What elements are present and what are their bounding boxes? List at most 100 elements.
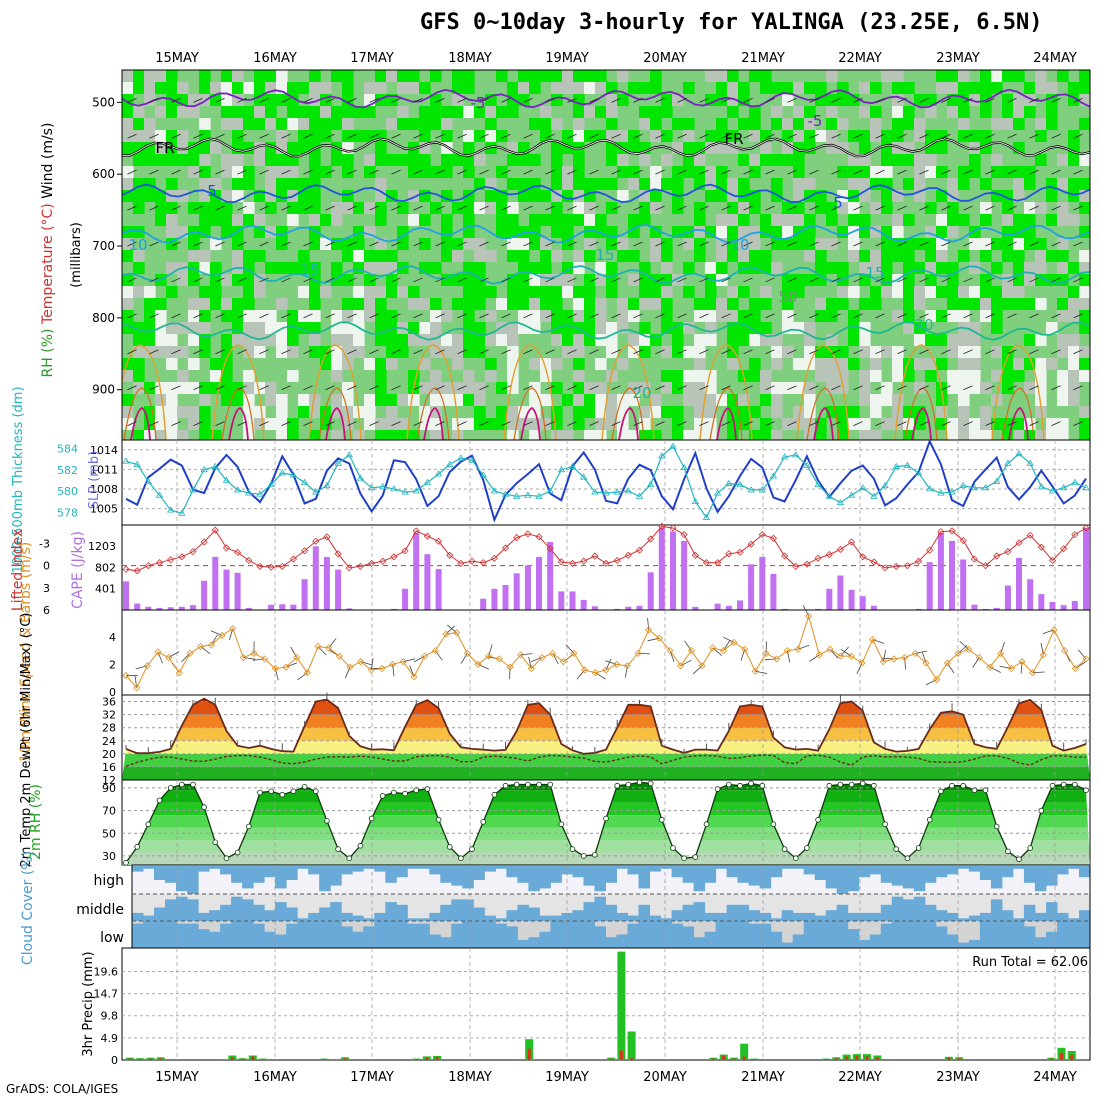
rh-cell <box>1002 298 1014 310</box>
wind-barb <box>897 169 907 175</box>
magenta-contour <box>1008 407 1029 440</box>
wind-barb <box>941 277 951 283</box>
rh-cell <box>540 286 552 298</box>
cloud-bar-high <box>176 866 188 892</box>
rh-cell <box>562 334 574 346</box>
rh-cell <box>661 154 673 166</box>
orange-contour <box>796 344 850 440</box>
wind-barb <box>633 349 643 355</box>
rh-cell <box>540 370 552 382</box>
rh-cell <box>298 286 310 298</box>
rh-cell <box>408 70 420 82</box>
cape-bar <box>625 606 632 610</box>
rh-cell <box>331 394 343 406</box>
rh-cell <box>804 250 816 262</box>
rh-marker <box>223 855 230 861</box>
wind-barb <box>545 133 555 139</box>
cloud-bar-high <box>143 866 155 869</box>
wind-barb <box>303 97 313 103</box>
rh-cell <box>595 298 607 310</box>
wind-barb-10m <box>528 656 532 669</box>
wind-barb <box>545 169 555 175</box>
wind-marker <box>442 630 450 638</box>
cloud-bar-high <box>858 866 871 878</box>
thickness-marker <box>635 492 644 499</box>
rh-cell <box>892 286 904 298</box>
rh-cell <box>969 226 981 238</box>
rh-cell <box>364 394 376 406</box>
rh-cell <box>419 142 431 154</box>
rh-cell <box>595 274 607 286</box>
rh-cell <box>144 94 156 106</box>
wind-barb <box>611 97 621 103</box>
wind-barb <box>523 205 533 211</box>
rh-marker <box>982 787 989 793</box>
rh-cell <box>705 334 717 346</box>
rh-cell <box>551 430 563 440</box>
cloud-bar-high <box>264 866 276 878</box>
thickness-marker <box>591 488 599 495</box>
wind-barb <box>457 349 467 355</box>
wind-barb <box>743 313 753 319</box>
rh-cell <box>672 322 684 334</box>
rh-cell <box>199 382 211 394</box>
rh-cell <box>617 310 629 322</box>
cloud-bar-middle <box>990 899 1003 921</box>
temp-line <box>125 697 1087 755</box>
rh-cell <box>496 130 508 142</box>
wind-marker <box>783 647 791 655</box>
wind-barb <box>611 205 621 211</box>
rh-cell <box>1013 178 1025 190</box>
rh-cell <box>298 202 310 214</box>
li-marker <box>803 560 811 568</box>
run-total-annotation: Run Total = 62.06 <box>972 955 1088 970</box>
wind-barb-10m <box>802 605 810 617</box>
rh-cell <box>496 382 508 394</box>
li-marker <box>647 535 655 543</box>
wind-barb <box>369 385 379 391</box>
rh-cell <box>958 382 970 394</box>
wind-marker <box>805 612 813 620</box>
li-marker <box>870 558 878 566</box>
rh-cell <box>661 322 673 334</box>
cloud-bar-middle <box>264 910 276 921</box>
rh-marker <box>257 789 263 796</box>
rh-cell <box>1035 154 1047 166</box>
rh-cell <box>804 430 816 440</box>
rh-cell <box>980 238 992 250</box>
rh-cell <box>419 382 431 394</box>
rh-cell <box>452 82 464 94</box>
rh-cell <box>639 190 651 202</box>
thickness-ylabel: 1000-500mb Thickness (dm) <box>11 386 26 573</box>
rh-cell <box>133 370 145 382</box>
rh-cell <box>881 262 893 274</box>
rh-cell <box>584 394 596 406</box>
wind-barb <box>1007 241 1017 247</box>
rh-cell <box>859 130 871 142</box>
rh-cell <box>507 154 519 166</box>
rh-cell <box>1013 142 1025 154</box>
rh-cell <box>617 298 629 310</box>
rh-cell <box>562 430 574 440</box>
orange-contour <box>601 344 655 440</box>
rh-cell <box>529 178 541 190</box>
cloud-bar-high <box>792 866 805 869</box>
rh-cell <box>870 370 882 382</box>
rh-cell <box>793 130 805 142</box>
wind-barb <box>875 241 885 247</box>
rh-cell <box>375 418 387 430</box>
rh-cell <box>573 370 585 382</box>
cloud-bar-high <box>154 866 166 880</box>
rh-cell <box>914 418 926 430</box>
rh-cell <box>892 226 904 238</box>
wind-barb <box>413 97 423 103</box>
li-marker <box>680 531 688 539</box>
rh-cell <box>573 358 585 370</box>
rh-cell <box>507 358 519 370</box>
rh-cell <box>353 346 365 358</box>
wind-barb <box>171 133 181 139</box>
ytick-label: 900 <box>92 383 115 397</box>
rh-cell <box>529 82 541 94</box>
cape-bar <box>390 608 397 610</box>
rh-cell <box>925 238 937 250</box>
